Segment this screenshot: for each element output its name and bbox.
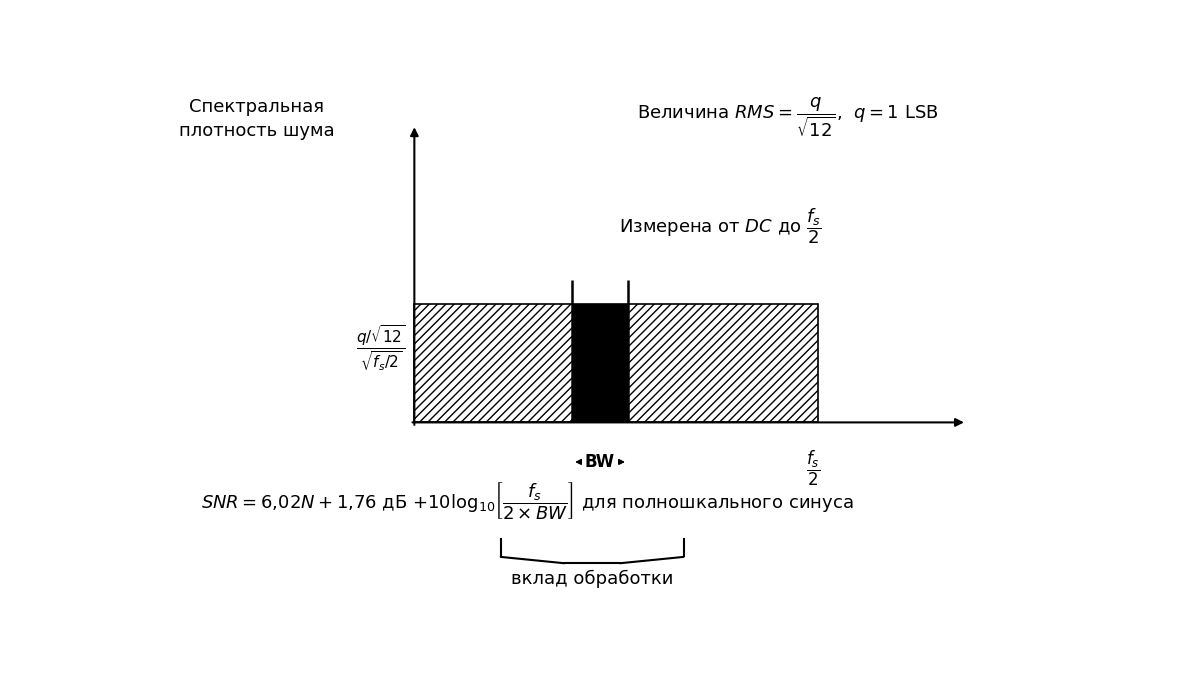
Text: BW: BW bbox=[585, 453, 615, 471]
Text: $\dfrac{q/\sqrt{12}}{\sqrt{f_s/2}}$: $\dfrac{q/\sqrt{12}}{\sqrt{f_s/2}}$ bbox=[356, 324, 405, 373]
Text: Спектральная
плотность шума: Спектральная плотность шума bbox=[179, 98, 334, 140]
Text: $\dfrac{f_s}{2}$: $\dfrac{f_s}{2}$ bbox=[806, 449, 821, 488]
Text: $\mathit{SNR} = 6{,}02\mathit{N} + 1{,}76$ дБ $+ 10\log_{10}\!\left[\dfrac{f_s}{: $\mathit{SNR} = 6{,}02\mathit{N} + 1{,}7… bbox=[201, 480, 853, 521]
Bar bbox=[573, 303, 628, 423]
Text: Измерена от $\mathit{DC}$ до $\dfrac{f_s}{2}$: Измерена от $\mathit{DC}$ до $\dfrac{f_s… bbox=[618, 206, 822, 246]
Text: вклад обработки: вклад обработки bbox=[512, 569, 673, 588]
Text: Величина $\mathit{RMS} = \dfrac{q}{\sqrt{12}}$,  $q = 1$ LSB: Величина $\mathit{RMS} = \dfrac{q}{\sqrt… bbox=[637, 95, 939, 139]
Bar bbox=[415, 303, 818, 423]
